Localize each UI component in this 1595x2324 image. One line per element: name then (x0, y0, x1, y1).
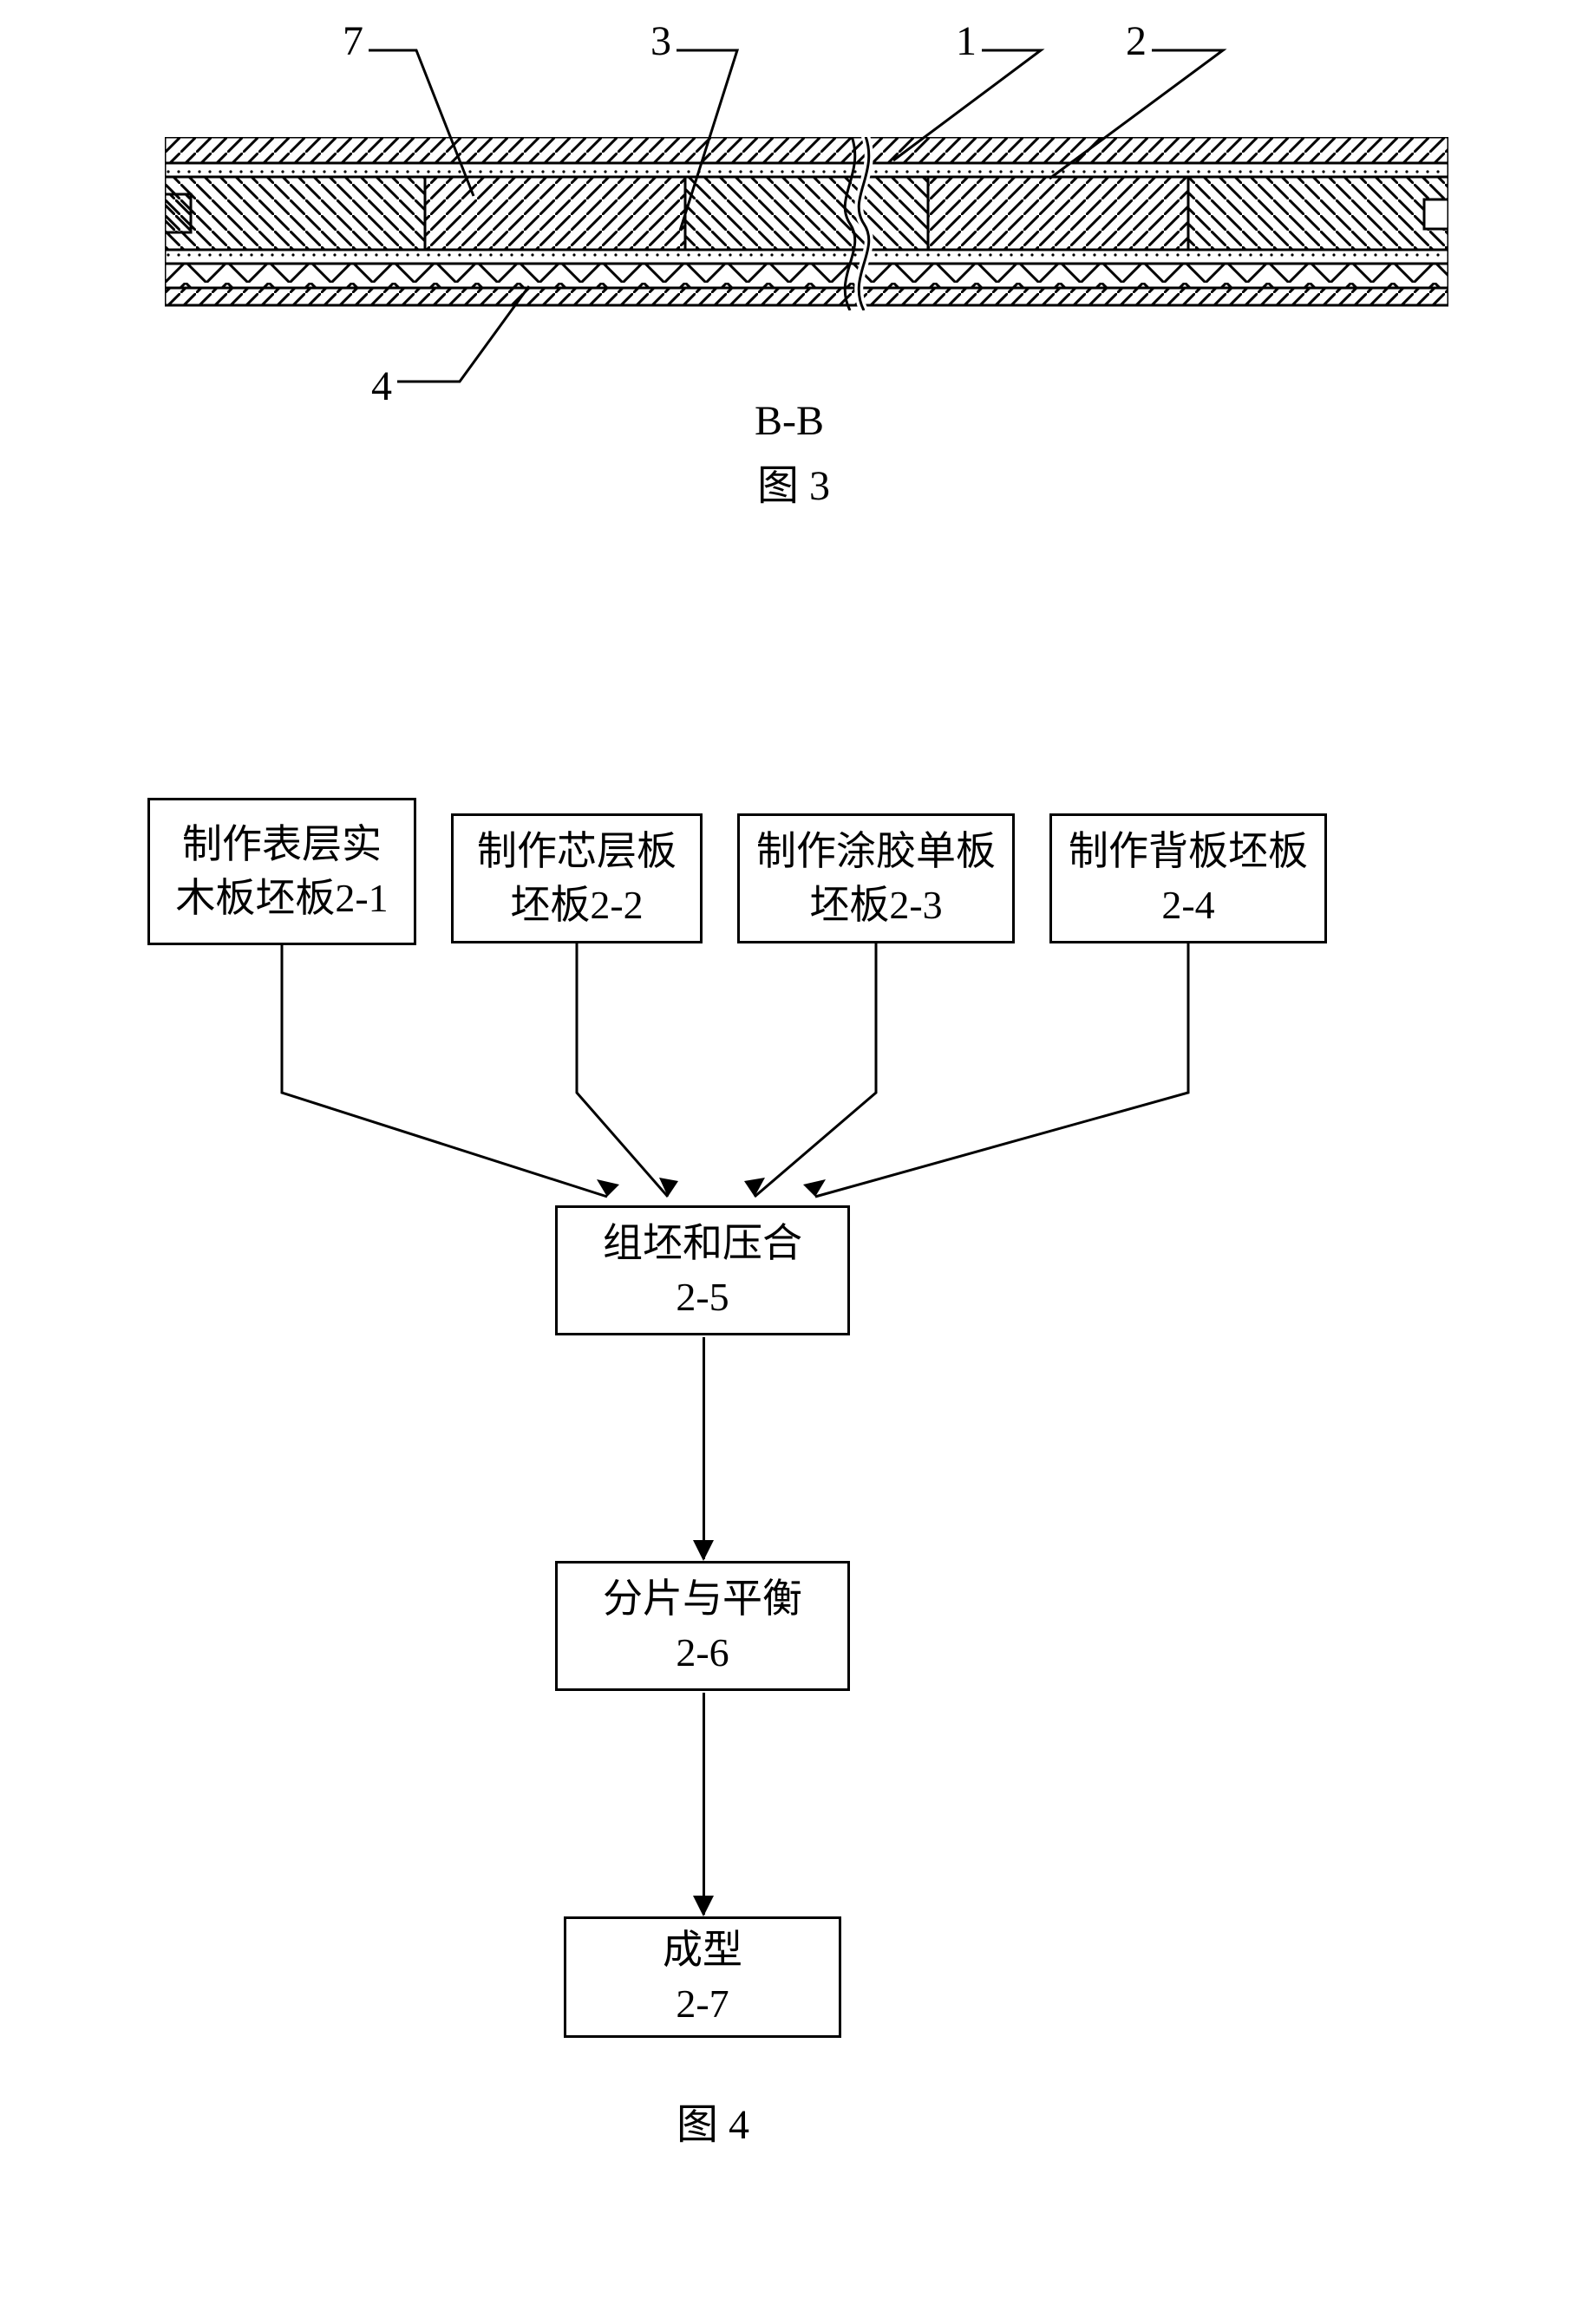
label-7: 7 (343, 17, 363, 65)
box-assemble-press: 组坯和压合 2-5 (555, 1205, 850, 1335)
arrow-6-7 (703, 1693, 705, 1915)
box7-line1: 成型 (663, 1923, 742, 1977)
label-2: 2 (1126, 17, 1147, 65)
figure-4-flowchart: 制作表层实 木板坯板2-1 制作芯层板 坯板2-2 制作涂胶单板 坯板2-3 制… (147, 798, 1500, 2116)
figure-4-caption: 图 4 (677, 2090, 749, 2151)
flow-arrows-top (147, 798, 1362, 1214)
section-label-bb: B-B (755, 397, 824, 445)
arrowhead-5-6 (693, 1540, 714, 1561)
page-root: 7 3 1 2 4 B-B 图 3 制作表层实 木板坯板2-1 制作芯层板 坯板… (0, 0, 1595, 2324)
box6-line2: 2-6 (676, 1626, 729, 1680)
arrowhead-6-7 (693, 1896, 714, 1916)
figure-3: 7 3 1 2 4 B-B 图 3 (130, 17, 1483, 538)
box5-line1: 组坯和压合 (603, 1217, 802, 1270)
box7-line2: 2-7 (676, 1977, 729, 2031)
figure-3-caption: 图 3 (757, 451, 830, 512)
label-3: 3 (650, 17, 671, 65)
box-forming: 成型 2-7 (564, 1916, 841, 2038)
box6-line1: 分片与平衡 (603, 1572, 802, 1626)
box-split-balance: 分片与平衡 2-6 (555, 1561, 850, 1691)
arrow-5-6 (703, 1337, 705, 1559)
label-1: 1 (956, 17, 977, 65)
box5-line2: 2-5 (676, 1270, 729, 1324)
leader-lines (130, 17, 1483, 416)
label-4: 4 (371, 362, 392, 410)
